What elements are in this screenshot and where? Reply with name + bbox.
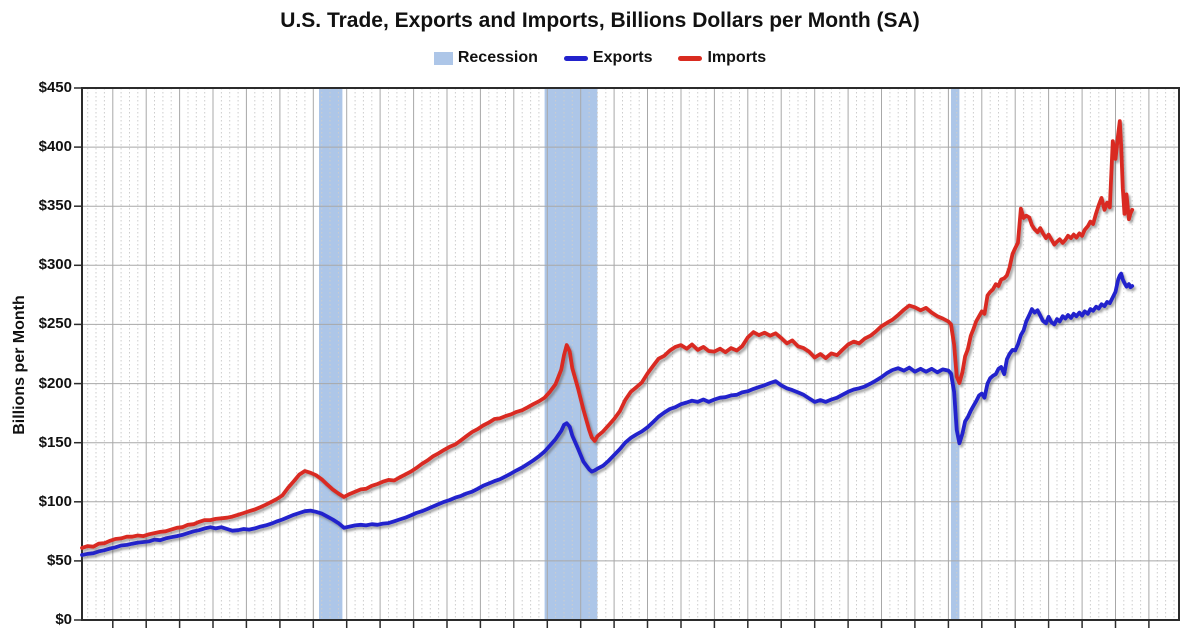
legend-recession-label: Recession (457, 49, 538, 66)
y-axis-tick-label: $350 (38, 197, 72, 215)
exports-swatch (563, 55, 588, 61)
chart-title: U.S. Trade, Exports and Imports, Billion… (280, 9, 920, 32)
legend-exports-label: Exports (592, 49, 653, 66)
y-axis-tick-label: $50 (46, 551, 72, 569)
y-axis-tick-label: $0 (55, 611, 72, 628)
legend-imports-label: Imports (707, 49, 767, 66)
legend: Recession Exports Imports (0, 47, 1200, 69)
legend-item-recession: Recession (433, 49, 538, 67)
legend-item-exports: Exports (563, 49, 653, 67)
y-axis-tick-label: $450 (38, 79, 72, 96)
y-axis-tick-label: $200 (38, 374, 72, 392)
legend-item-imports: Imports (678, 49, 766, 67)
imports-line (80, 119, 1135, 550)
recession-band (319, 88, 343, 620)
plot-border (81, 87, 1180, 621)
y-axis-tick-label: $300 (38, 256, 72, 274)
exports-line (80, 271, 1135, 557)
y-axis-tick-label: $150 (38, 433, 72, 451)
y-axis-tick-label: $100 (38, 492, 72, 510)
imports-swatch (678, 55, 703, 61)
y-axis-tick-label: $400 (38, 138, 72, 156)
recession-swatch (433, 51, 453, 65)
y-axis-tick-label: $250 (38, 315, 72, 333)
